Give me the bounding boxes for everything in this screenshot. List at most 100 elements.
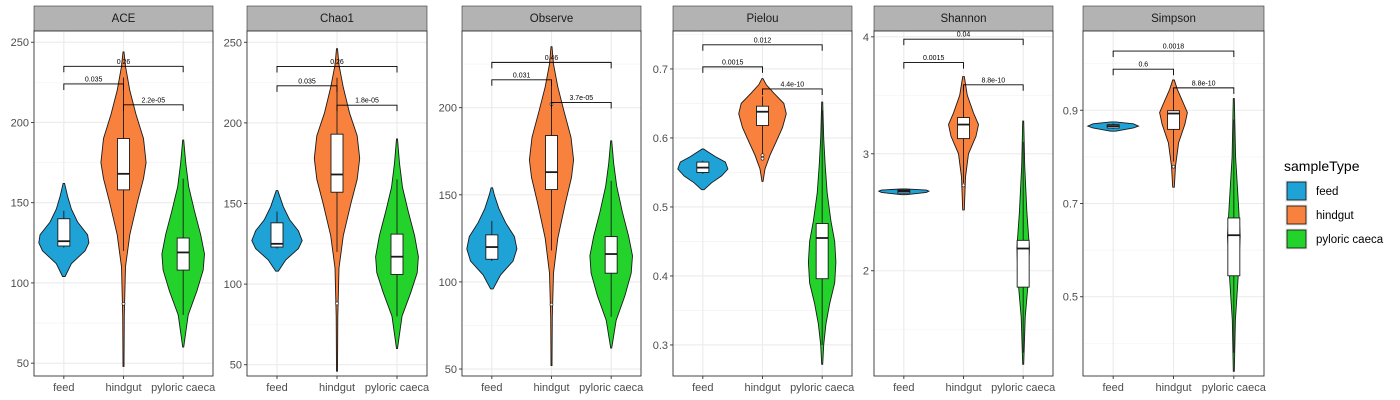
legend-label: feed [1316,186,1338,198]
y-tick-label: 0.7 [653,64,668,76]
strip-background [33,5,214,32]
p-value-label: 0.04 [957,32,971,39]
panel-ace: ACE 0.26 0.035 2.2e-05 50 100 150 200 250 feed hin… [11,5,216,394]
boxplot-box [390,233,404,275]
p-value-label: 0.26 [117,59,131,66]
significance-bracket [63,65,184,73]
outlier-point [961,183,966,188]
y-tick-label: 50 [17,358,29,370]
legend-item-feed: feed [1285,180,1338,202]
significance-bracket [963,84,1024,91]
legend-item-hindgut: hindgut [1285,204,1355,226]
y-tick-label: 0.5 [653,202,668,214]
significance-bracket [1173,87,1235,94]
boxplot-box [957,117,970,140]
significance-bracket [702,66,763,73]
boxplot-box [117,138,130,191]
x-tick-label: hindgut [319,382,355,394]
x-tick-label: pyloric caeca [790,382,855,394]
panel-observe: Observe 0.46 0.031 3.7e-05 50 100 150 200 feed hi… [439,5,644,394]
significance-bracket [491,61,612,69]
outlier-point [1171,164,1176,169]
outlier-point [335,301,339,306]
y-tick-label: 2 [863,266,869,278]
boxplot-box [57,218,71,247]
p-value-label: 4.4e-10 [780,81,804,88]
panel-chao1: Chao1 0.26 0.035 1.8e-05 50 100 150 200 250 feed h… [224,5,430,394]
y-tick-label: 150 [439,190,457,202]
significance-bracket [1112,50,1235,58]
outlier-point [121,301,126,306]
p-value-label: 3.7e-05 [569,95,593,102]
strip-background [461,5,642,32]
x-tick-label: pyloric caeca [365,382,430,394]
x-tick-label: hindgut [945,382,981,394]
significance-bracket [276,66,398,73]
boxplot-box [176,237,190,271]
significance-bracket [491,79,552,86]
p-value-label: 0.46 [545,55,559,62]
y-tick-label: 200 [11,117,29,129]
panel-shannon: Shannon 0.04 0.0015 8.8e-10 2 3 4 feed hindgut py… [863,5,1056,394]
x-tick-label: hindgut [744,382,780,394]
y-tick-label: 250 [11,37,29,49]
y-tick-label: 0.6 [653,133,668,145]
y-tick-label: 4 [863,32,869,44]
boxplot-box [1016,239,1030,288]
legend-title: sampleType [1284,158,1360,174]
outlier-point [760,156,765,161]
p-value-label: 1.8e-05 [355,98,379,105]
boxplot-box [815,223,829,280]
panel-simpson: Simpson 0.0018 0.6 8.8e-10 0.5 0.7 0.9 feed hind… [1063,5,1267,394]
strip-background [672,5,853,32]
strip-label: Chao1 [320,13,354,25]
p-value-label: 0.012 [754,37,772,44]
significance-bracket [1112,68,1174,76]
outlier-point [549,302,554,307]
p-value-label: 0.0018 [1163,44,1185,51]
x-tick-label: pyloric caeca [991,382,1056,394]
significance-bracket [123,104,184,111]
legend-key-swatch [1286,229,1307,249]
boxplot-box [545,135,558,191]
significance-bracket [762,88,823,95]
significance-bracket [903,62,964,69]
significance-bracket [551,101,612,109]
legend-label: hindgut [1316,210,1355,222]
outlier-point [760,153,765,157]
p-value-label: 8.8e-10 [981,77,1005,84]
x-tick-label: feed [1102,382,1123,394]
strip-label: ACE [112,13,136,25]
significance-bracket [276,85,338,92]
boxplot-box [270,222,284,248]
significance-bracket [63,83,124,90]
legend-items: feed hindgut pyloric caeca [1285,180,1384,250]
x-tick-label: feed [893,382,914,394]
x-tick-label: feed [53,382,74,394]
x-tick-label: hindgut [533,382,569,394]
y-tick-label: 100 [439,277,457,289]
significance-bracket [903,38,1024,46]
y-tick-label: 100 [11,278,29,290]
x-tick-label: pyloric caeca [1202,382,1267,394]
p-value-label: 0.031 [513,72,531,79]
significance-bracket [702,44,823,51]
y-tick-label: 50 [445,364,457,376]
p-value-label: 2.2e-05 [141,97,165,104]
p-value-label: 0.0015 [722,59,744,66]
x-tick-label: hindgut [105,382,141,394]
p-value-label: 0.0015 [923,55,945,62]
p-value-label: 8.8e-10 [1192,80,1216,87]
legend: sampleType feed hindgut pyloric caeca [1284,158,1384,250]
y-tick-label: 200 [439,103,457,115]
strip-label: Observe [530,13,573,25]
p-value-label: 0.26 [330,59,344,66]
x-tick-label: pyloric caeca [151,382,216,394]
y-tick-label: 0.4 [653,271,668,283]
x-tick-label: pyloric caeca [579,382,644,394]
x-tick-label: feed [481,382,502,394]
y-tick-label: 200 [224,118,242,130]
strip-label: Pielou [747,13,779,25]
